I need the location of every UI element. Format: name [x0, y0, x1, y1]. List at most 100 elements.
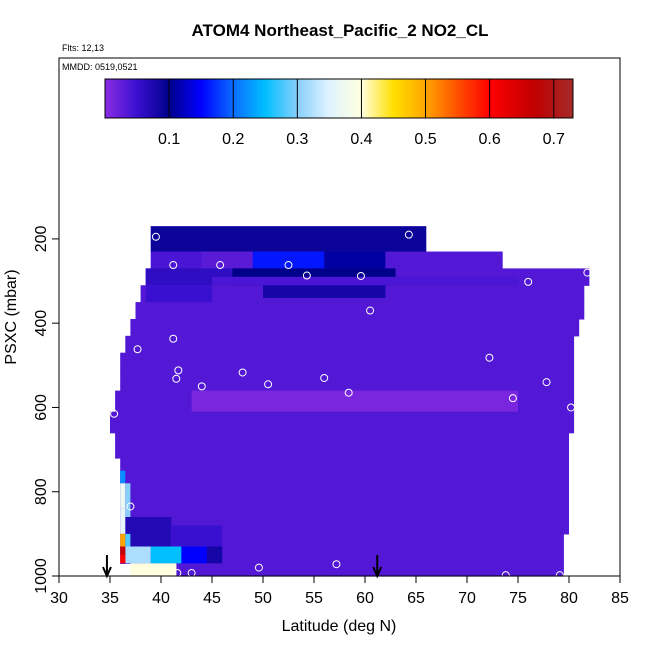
x-tick-label: 50: [254, 590, 272, 607]
colorbar-segment: [172, 79, 176, 118]
heatmap-band: [176, 563, 564, 577]
sample-point: [254, 563, 263, 572]
colorbar-segment: [105, 79, 109, 118]
colorbar-segment: [230, 79, 235, 118]
colorbar-segment: [403, 79, 407, 118]
colorbar-segment: [467, 79, 472, 118]
colorbar-segment: [432, 79, 437, 118]
colorbar-segment: [379, 79, 384, 118]
colorbar-segment: [213, 79, 217, 118]
colorbar-segment: [157, 79, 162, 118]
colorbar-segment: [192, 79, 197, 118]
colorbar-segment: [306, 79, 311, 118]
colorbar-segment: [505, 79, 510, 118]
sample-point: [169, 334, 178, 343]
colorbar-segment: [239, 79, 243, 118]
colorbar-segment: [186, 79, 191, 118]
sample-point: [567, 403, 576, 412]
x-tick-label: 45: [203, 590, 221, 607]
colorbar-segment: [283, 79, 287, 118]
colorbar-segment: [482, 79, 486, 118]
sample-point: [151, 232, 160, 241]
sample-point: [174, 366, 183, 375]
colorbar-segment: [110, 79, 115, 118]
colorbar-segment: [494, 79, 498, 118]
colorbar-segment: [546, 79, 551, 118]
sample-point: [404, 230, 413, 239]
colorbar-segment: [277, 79, 281, 118]
colorbar-segment: [251, 79, 255, 118]
colorbar-segment: [514, 79, 518, 118]
heatmap-band: [110, 411, 575, 434]
colorbar-segment: [131, 79, 135, 118]
colorbar-segment: [377, 79, 381, 118]
colorbar-segment: [289, 79, 293, 118]
colorbar-segment: [537, 79, 542, 118]
colorbar-segment: [447, 79, 451, 118]
x-tick-label: 65: [407, 590, 425, 607]
colorbar-segment: [271, 79, 276, 118]
heatmap-cell: [145, 268, 233, 286]
colorbar-segment: [438, 79, 442, 118]
colorbar-segment: [499, 79, 504, 118]
colorbar-segment: [534, 79, 539, 118]
heatmap-cell: [324, 251, 386, 269]
heatmap-cell: [120, 470, 126, 484]
plot-frame: [58, 57, 621, 577]
colorbar-segment: [224, 79, 229, 118]
sample-point: [216, 261, 225, 270]
sample-point: [126, 502, 135, 511]
colorbar-segment: [324, 79, 328, 118]
mmdd-label: MMDD: 0519,0521: [62, 62, 138, 72]
colorbar-tick-label: 0.5: [414, 131, 436, 148]
heatmap-cell: [120, 508, 126, 534]
heatmap-cell: [212, 276, 518, 286]
colorbar-segment: [365, 79, 369, 118]
colorbar-segment: [216, 79, 220, 118]
colorbar-segment: [201, 79, 205, 118]
sample-point: [284, 261, 293, 270]
colorbar-segment: [400, 79, 404, 118]
colorbar-segment: [169, 79, 173, 118]
colorbar-segment: [140, 79, 144, 118]
heatmap-cell: [130, 563, 177, 576]
colorbar-segment: [298, 79, 302, 118]
sample-point: [555, 571, 564, 580]
colorbar-segment: [570, 79, 574, 118]
colorbar-segment: [181, 79, 185, 118]
colorbar-segment: [219, 79, 223, 118]
colorbar-segment: [429, 79, 434, 118]
colorbar-segment: [426, 79, 431, 118]
colorbar-segment: [476, 79, 480, 118]
heatmap-cell: [201, 251, 253, 269]
colorbar: [104, 78, 574, 119]
y-tick-label: 800: [33, 478, 50, 505]
colorbar-segment: [160, 79, 164, 118]
heatmap-band: [120, 533, 564, 552]
heatmap-cell: [120, 554, 126, 564]
colorbar-segment: [347, 79, 352, 118]
heatmap-cell: [125, 533, 131, 547]
heatmap-band: [120, 458, 569, 484]
colorbar-tick-label: 0.1: [158, 131, 180, 148]
heatmap-band: [120, 352, 575, 371]
colorbar-segment: [151, 79, 156, 118]
colorbar-segment: [339, 79, 343, 118]
heatmap-cell: [125, 546, 151, 564]
x-axis-label: Latitude (deg N): [282, 618, 397, 635]
sample-point: [169, 261, 178, 270]
y-axis-label: PSXC (mbar): [3, 269, 20, 364]
sample-point: [430, 230, 439, 239]
colorbar-segment: [166, 79, 170, 118]
colorbar-segment: [391, 79, 396, 118]
x-tick-label: 30: [50, 590, 68, 607]
sample-point: [583, 268, 592, 277]
colorbar-segment: [458, 79, 463, 118]
colorbar-segment: [254, 79, 258, 118]
colorbar-segment: [195, 79, 200, 118]
chart-title: ATOM4 Northeast_Pacific_2 NO2_CL: [192, 21, 489, 40]
sample-point: [197, 382, 206, 391]
colorbar-segment: [248, 79, 252, 118]
colorbar-tick-label: 0.4: [350, 131, 372, 148]
heatmap-cell: [125, 483, 131, 518]
